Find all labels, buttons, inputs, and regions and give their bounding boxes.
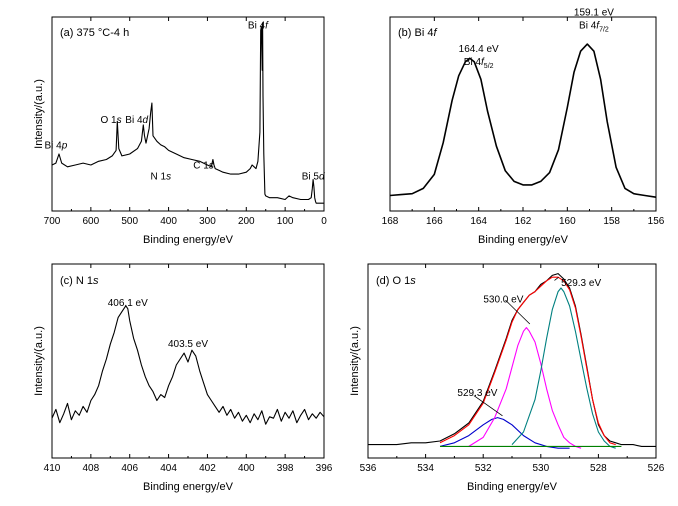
panel-d-peak-value: 529.3 eV [457,388,497,399]
panel-b-xtick-label: 168 [382,216,399,227]
panel-d-frame [367,263,657,459]
panel-b-frame [389,16,657,212]
panel-d-xlabel: Binding energy/eV [467,481,558,493]
panel-d-xtick-label: 526 [648,463,665,474]
panel-b-xlabel: Binding energy/eV [478,234,569,246]
panel-d-xtick-label: 534 [417,463,434,474]
panel-c-series [51,305,325,425]
panel-c-xtick-label: 398 [277,463,294,474]
panel-d-series-line-2 [439,417,570,449]
panel-a-xtick-label: 400 [160,216,177,227]
panel-a-xlabel: Binding energy/eV [143,234,234,246]
panel-c-xtick-label: 410 [44,463,61,474]
panel-b-series-line-0 [389,43,657,198]
panel-d-ylabel: Intensity/(a.u.) [349,326,361,396]
panel-a-peak-label: Bi 4p [44,141,67,152]
panel-a-annotations: Bi 4p O 1s Bi 4d N 1s C 1s Bi 4f Bi 5d [44,20,324,182]
panel-c-annotations: 406.1 eV 403.5 eV [108,298,209,350]
panel-d-xtick-label: 530 [532,463,549,474]
panel-d-annotations: 529.3 eV 530.0 eV 529.3 eV [457,276,601,417]
panel-b-annotations: 164.4 eV Bi 4f5/2 159.1 eV Bi 4f7/2 [459,7,615,70]
panel-c-title: (c) N 1s [60,275,99,287]
panel-d-xtick-label: 532 [475,463,492,474]
panel-d-arrow [505,299,531,325]
panel-a-title: (a) 375 °C-4 h [60,27,129,39]
panel-c-xtick-label: 402 [199,463,216,474]
panel-a-series-line-0 [51,22,324,204]
panel-c: (c) N 1s 410 408 406 404 402 400 398 396 Bindin… [33,263,333,493]
panel-d-series-line-1 [439,276,616,446]
panel-d-peak-value: 529.3 eV [561,278,601,289]
panel-a-peak-label: Bi 4d [125,115,148,126]
panel-a-peak-label: C 1s [193,161,214,172]
panel-a-peak-label: Bi 5d [302,172,325,183]
panel-b: (b) Bi 4f 168 166 164 162 160 158 156 Binding … [382,7,665,246]
panel-b-xtick-label: 166 [426,216,443,227]
panel-a-xtick-label: 0 [321,216,327,227]
panel-b-peak-label: Bi 4f5/2 [464,57,494,70]
panel-b-xticks: 168 166 164 162 160 158 156 [382,17,665,227]
panel-a-xtick-label: 200 [238,216,255,227]
panel-d-arrow [554,276,559,281]
panel-d-xticks: 536 534 532 530 528 526 [360,264,665,474]
panel-b-peak-label: Bi 4f7/2 [579,20,609,33]
panel-d-arrow [473,395,503,417]
panel-d-xtick-label: 528 [590,463,607,474]
panel-c-peak-value: 403.5 eV [168,339,208,350]
panel-c-xtick-label: 404 [160,463,177,474]
panel-c-xlabel: Binding energy/eV [143,481,234,493]
panel-a-xtick-label: 600 [83,216,100,227]
panel-d-xtick-label: 536 [360,463,377,474]
panel-b-peak-value: 159.1 eV [574,7,614,18]
panel-a-peak-label: Bi 4f [248,20,269,31]
panel-a-series [51,22,324,204]
panel-b-xtick-label: 158 [603,216,620,227]
panel-c-xtick-label: 400 [238,463,255,474]
panel-a-ylabel: Intensity/(a.u.) [33,79,45,149]
panel-d-title: (d) O 1s [376,275,416,287]
panel-a-frame [51,16,325,212]
panel-b-xtick-label: 156 [648,216,665,227]
panel-a-xtick-label: 700 [44,216,61,227]
panel-c-xticks: 410 408 406 404 402 400 398 396 [44,264,333,474]
panel-c-xtick-label: 408 [83,463,100,474]
panel-c-peak-value: 406.1 eV [108,298,148,309]
panel-c-xtick-label: 406 [121,463,138,474]
panel-d-series-line-0 [368,273,656,447]
panel-d: (d) O 1s 536 534 532 530 528 526 Binding ener… [349,263,665,493]
panel-b-series [389,43,657,198]
panel-d-series-line-4 [511,287,616,449]
panel-a-xtick-label: 300 [199,216,216,227]
panel-a-peak-label: O 1s [101,115,122,126]
panel-b-title: (b) Bi 4f [398,27,437,39]
panel-b-xtick-label: 162 [515,216,532,227]
panel-b-xtick-label: 160 [559,216,576,227]
panel-a-xtick-label: 500 [121,216,138,227]
panel-d-peak-value: 530.0 eV [483,294,523,305]
panel-d-series [368,273,656,449]
panel-a: (a) 375 °C-4 h 700 600 500 400 300 200 100 0 Bi… [33,16,327,246]
panel-c-ylabel: Intensity/(a.u.) [33,326,45,396]
panel-a-xticks: 700 600 500 400 300 200 100 0 [44,17,327,227]
panel-b-xtick-label: 164 [470,216,487,227]
panel-c-series-line-0 [51,305,325,425]
panel-b-peak-value: 164.4 eV [459,44,499,55]
panel-a-xtick-label: 100 [277,216,294,227]
panel-d-series-line-3 [468,327,582,449]
panel-c-xtick-label: 396 [316,463,333,474]
panel-a-peak-label: N 1s [151,172,172,183]
